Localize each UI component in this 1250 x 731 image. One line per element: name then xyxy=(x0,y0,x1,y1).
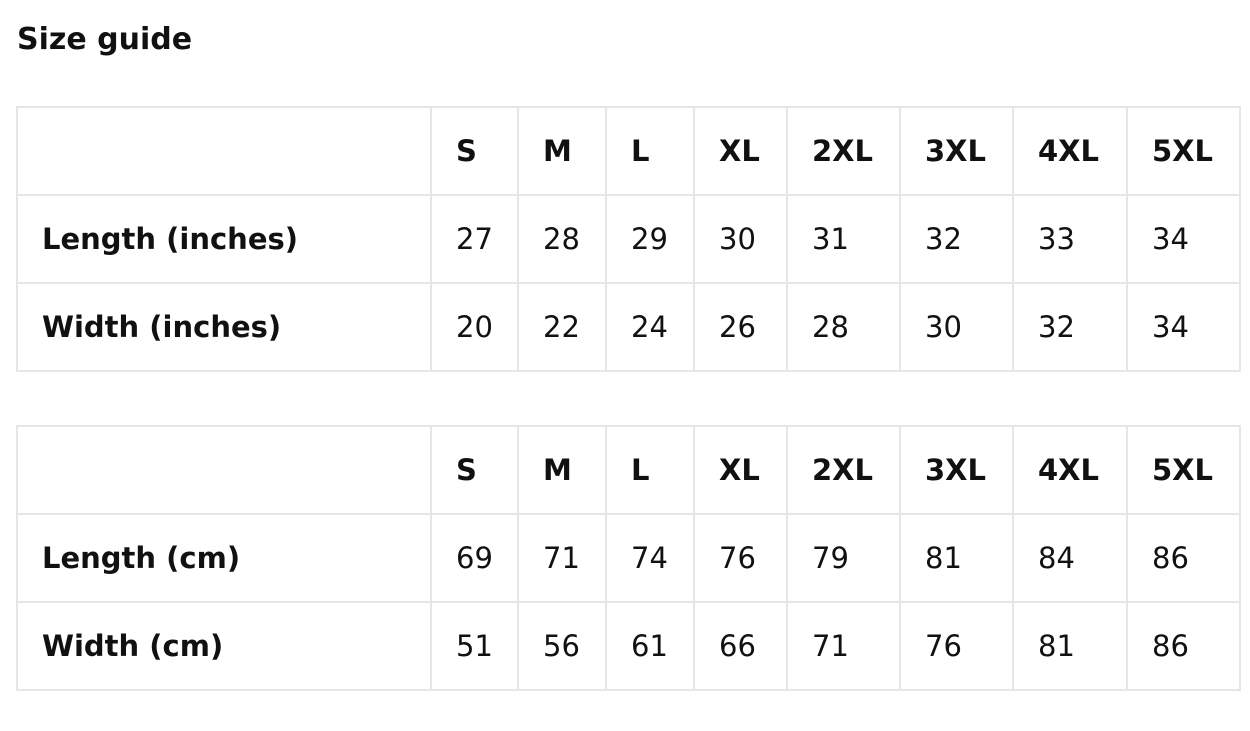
measurement-cell: 32 xyxy=(899,194,1014,284)
size-header-cell: 2XL xyxy=(786,425,901,515)
size-header-cell: S xyxy=(430,425,519,515)
size-header-cell: M xyxy=(517,425,607,515)
size-header-cell: XL xyxy=(693,425,788,515)
size-header-cell: L xyxy=(605,425,695,515)
row-label: Width (cm) xyxy=(16,601,432,691)
header-row: S M L XL 2XL 3XL 4XL 5XL xyxy=(16,106,1241,196)
measurement-cell: 86 xyxy=(1126,513,1241,603)
size-header-cell: M xyxy=(517,106,607,196)
table-row: Width (inches) 20 22 24 26 28 30 32 34 xyxy=(16,282,1241,372)
measurement-cell: 28 xyxy=(517,194,607,284)
measurement-cell: 51 xyxy=(430,601,519,691)
size-header-cell: 2XL xyxy=(786,106,901,196)
measurement-cell: 24 xyxy=(605,282,695,372)
size-header-cell: 5XL xyxy=(1126,106,1241,196)
measurement-cell: 61 xyxy=(605,601,695,691)
measurement-cell: 79 xyxy=(786,513,901,603)
header-row: S M L XL 2XL 3XL 4XL 5XL xyxy=(16,425,1241,515)
measurement-cell: 81 xyxy=(1012,601,1128,691)
measurement-cell: 66 xyxy=(693,601,788,691)
row-label: Length (cm) xyxy=(16,513,432,603)
measurement-cell: 76 xyxy=(899,601,1014,691)
row-label: Length (inches) xyxy=(16,194,432,284)
measurement-cell: 33 xyxy=(1012,194,1128,284)
size-header-cell: 4XL xyxy=(1012,106,1128,196)
measurement-cell: 22 xyxy=(517,282,607,372)
measurement-cell: 69 xyxy=(430,513,519,603)
size-header-cell: 3XL xyxy=(899,425,1014,515)
measurement-cell: 20 xyxy=(430,282,519,372)
measurement-cell: 81 xyxy=(899,513,1014,603)
size-header-cell: S xyxy=(430,106,519,196)
measurement-cell: 56 xyxy=(517,601,607,691)
measurement-cell: 86 xyxy=(1126,601,1241,691)
empty-header-cell xyxy=(16,106,432,196)
measurement-cell: 76 xyxy=(693,513,788,603)
measurement-cell: 71 xyxy=(517,513,607,603)
row-label: Width (inches) xyxy=(16,282,432,372)
measurement-cell: 29 xyxy=(605,194,695,284)
measurement-cell: 26 xyxy=(693,282,788,372)
measurement-cell: 34 xyxy=(1126,282,1241,372)
table-row: Length (inches) 27 28 29 30 31 32 33 34 xyxy=(16,194,1241,284)
measurement-cell: 31 xyxy=(786,194,901,284)
measurement-cell: 71 xyxy=(786,601,901,691)
measurement-cell: 30 xyxy=(899,282,1014,372)
measurement-cell: 84 xyxy=(1012,513,1128,603)
size-header-cell: L xyxy=(605,106,695,196)
measurement-cell: 27 xyxy=(430,194,519,284)
size-header-cell: XL xyxy=(693,106,788,196)
size-header-cell: 5XL xyxy=(1126,425,1241,515)
size-table-inches: S M L XL 2XL 3XL 4XL 5XL Length (inches) 27 28 29 3… xyxy=(16,106,1241,372)
page-title: Size guide xyxy=(17,22,193,57)
size-table-cm: S M L XL 2XL 3XL 4XL 5XL Length (cm) 69 71 74 76 79 8… xyxy=(16,425,1241,691)
measurement-cell: 34 xyxy=(1126,194,1241,284)
size-header-cell: 3XL xyxy=(899,106,1014,196)
size-header-cell: 4XL xyxy=(1012,425,1128,515)
measurement-cell: 30 xyxy=(693,194,788,284)
measurement-cell: 28 xyxy=(786,282,901,372)
measurement-cell: 32 xyxy=(1012,282,1128,372)
empty-header-cell xyxy=(16,425,432,515)
table-row: Width (cm) 51 56 61 66 71 76 81 86 xyxy=(16,601,1241,691)
table-row: Length (cm) 69 71 74 76 79 81 84 86 xyxy=(16,513,1241,603)
measurement-cell: 74 xyxy=(605,513,695,603)
